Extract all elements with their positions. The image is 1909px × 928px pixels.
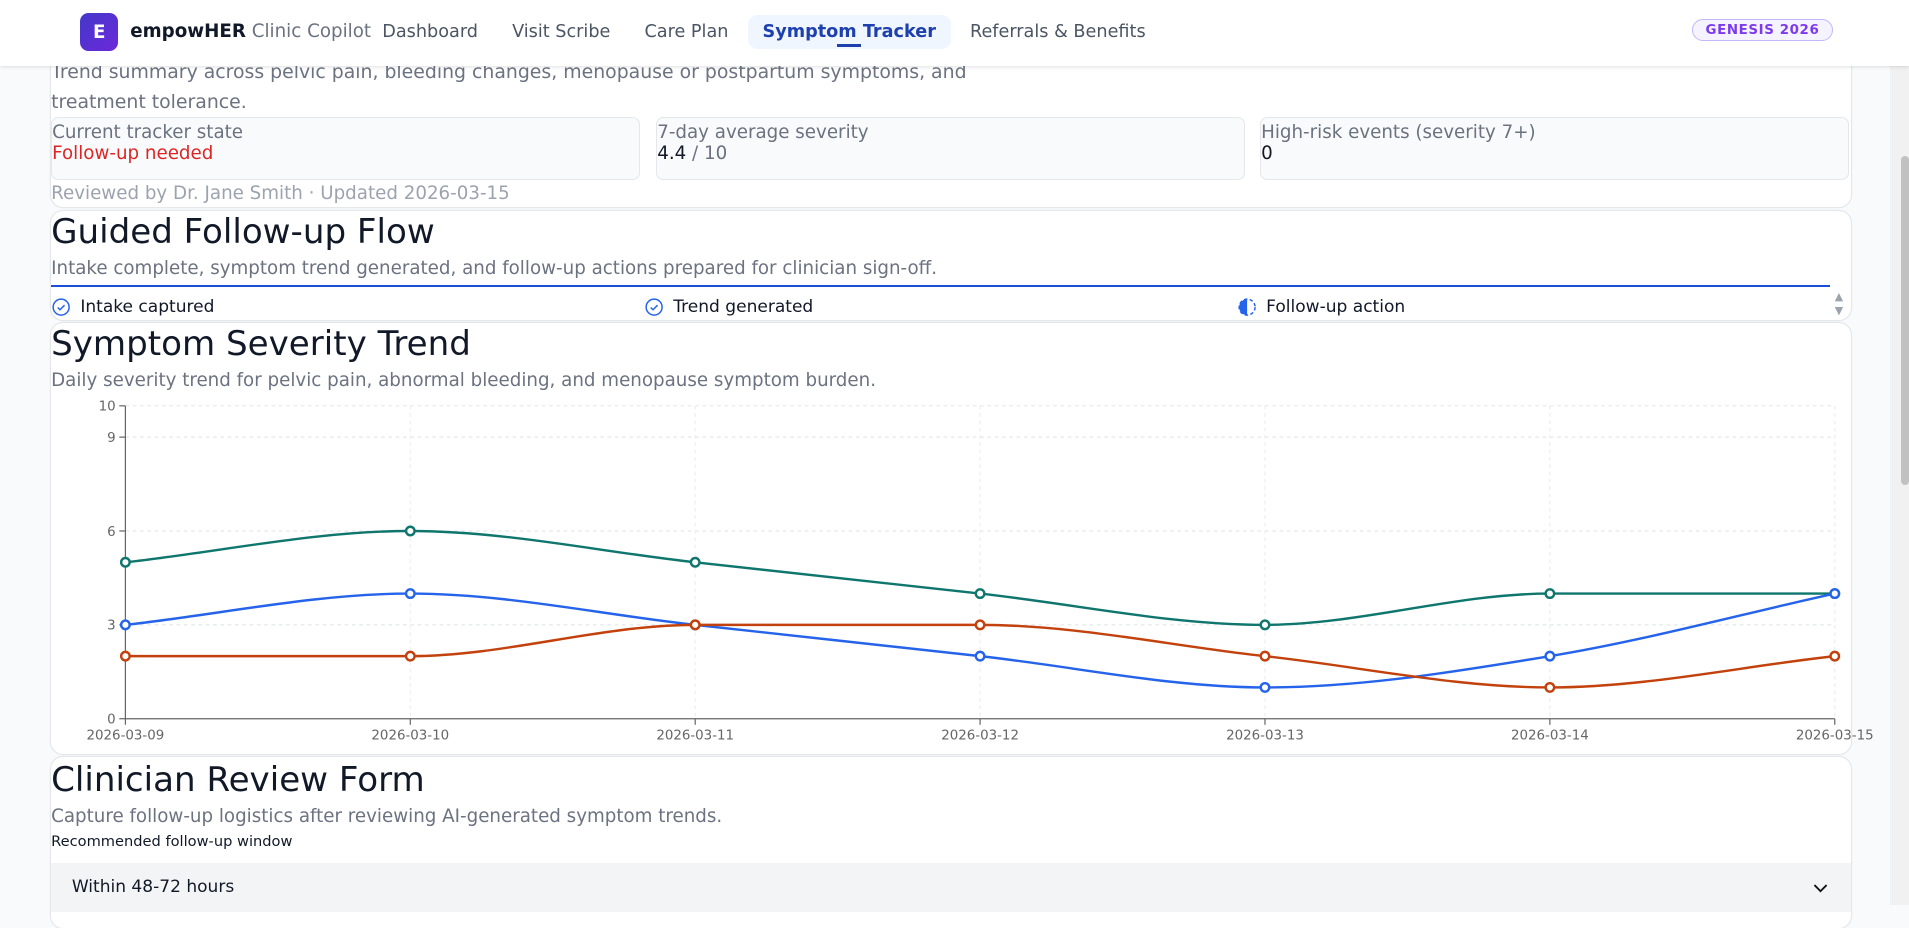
data-point bbox=[974, 587, 986, 599]
flow-card bbox=[51, 210, 1851, 321]
x-tick-label: 2026-03-10 bbox=[371, 728, 449, 743]
y-tick-label: 9 bbox=[107, 431, 116, 446]
data-point bbox=[1544, 650, 1556, 662]
scrollbar-thumb[interactable] bbox=[1900, 155, 1909, 485]
data-point bbox=[1259, 650, 1271, 662]
nav-referrals-benefits[interactable]: Referrals & Benefits bbox=[969, 21, 1146, 42]
data-point bbox=[1544, 681, 1556, 693]
reviewed-by: Reviewed by Dr. Jane Smith · Updated 202… bbox=[51, 182, 510, 204]
data-point bbox=[119, 650, 131, 662]
data-point bbox=[119, 618, 131, 630]
y-tick-label: 6 bbox=[107, 524, 116, 539]
brand: empowHER Clinic Copilot bbox=[130, 21, 371, 42]
nav-care-plan[interactable]: Care Plan bbox=[644, 21, 729, 42]
data-point bbox=[1829, 650, 1841, 662]
data-point bbox=[119, 556, 131, 568]
chevron-down-icon bbox=[1813, 884, 1827, 893]
x-tick-label: 2026-03-13 bbox=[1226, 728, 1304, 743]
logo: E bbox=[80, 13, 119, 52]
stat-value: Follow-up needed bbox=[52, 142, 214, 164]
x-tick-label: 2026-03-15 bbox=[1796, 728, 1874, 743]
stat-label: High-risk events (severity 7+) bbox=[1261, 121, 1536, 143]
step-follow-up: Follow-up action bbox=[1238, 297, 1405, 317]
nav-dashboard[interactable]: Dashboard bbox=[382, 21, 478, 42]
stat-label: 7-day average severity bbox=[657, 121, 869, 143]
check-circle-icon bbox=[645, 298, 664, 316]
x-tick-label: 2026-03-09 bbox=[87, 728, 165, 743]
x-tick-label: 2026-03-12 bbox=[941, 728, 1019, 743]
data-point bbox=[404, 525, 416, 537]
step-label: Intake captured bbox=[80, 297, 215, 318]
flow-scroll-arrows[interactable]: ▲ ▼ bbox=[1834, 289, 1844, 318]
form-subtitle: Capture follow-up logistics after review… bbox=[51, 805, 723, 827]
data-point bbox=[1544, 587, 1556, 599]
y-tick-label: 0 bbox=[107, 712, 116, 727]
stat-value: 0 bbox=[1261, 142, 1273, 164]
data-point bbox=[689, 618, 701, 630]
form-title: Clinician Review Form bbox=[51, 759, 425, 800]
x-tick-label: 2026-03-14 bbox=[1511, 728, 1589, 743]
stat-suffix: / 10 bbox=[686, 142, 728, 164]
nav-symptom-tracker[interactable]: Symptom Tracker bbox=[747, 14, 951, 50]
trend-subtitle: Daily severity trend for pelvic pain, ab… bbox=[51, 370, 876, 392]
half-circle-icon bbox=[1238, 298, 1257, 316]
stat-label: Current tracker state bbox=[52, 121, 244, 143]
check-circle-icon bbox=[52, 298, 71, 316]
severity-chart: 0 3 6 9 10 2026-03-09 2026-03-10 2026-03-11 2026… bbox=[87, 399, 1874, 743]
y-tick-label: 10 bbox=[99, 399, 116, 414]
follow-up-window-select[interactable]: Within 48-72 hours bbox=[51, 863, 1851, 912]
trend-title: Symptom Severity Trend bbox=[51, 323, 471, 364]
data-point bbox=[404, 587, 416, 599]
data-point bbox=[689, 556, 701, 568]
step-intake: Intake captured bbox=[52, 297, 214, 317]
brand-name: empowHER bbox=[130, 20, 246, 42]
data-point bbox=[974, 618, 986, 630]
y-tick-label: 3 bbox=[107, 618, 116, 633]
summary-description: Trend summary across pelvic pain, bleedi… bbox=[51, 61, 967, 113]
flow-title: Guided Follow-up Flow bbox=[51, 211, 435, 252]
x-tick-label: 2026-03-11 bbox=[656, 728, 734, 743]
step-label: Trend generated bbox=[673, 297, 814, 318]
data-point bbox=[404, 650, 416, 662]
step-label: Follow-up action bbox=[1266, 297, 1406, 318]
nav-visit-scribe[interactable]: Visit Scribe bbox=[512, 21, 611, 42]
top-nav-bar: E empowHER Clinic Copilot Dashboard Visi… bbox=[0, 0, 1909, 66]
data-point bbox=[1259, 681, 1271, 693]
follow-up-window-label: Recommended follow-up window bbox=[51, 832, 293, 850]
flow-progress-bar bbox=[51, 284, 1830, 288]
data-point bbox=[1829, 587, 1841, 599]
step-trend: Trend generated bbox=[645, 297, 813, 317]
stat-high-risk: High-risk events (severity 7+) 0 bbox=[1260, 116, 1849, 180]
stat-tracker-state: Current tracker state Follow-up needed bbox=[51, 116, 640, 180]
genesis-badge: GENESIS 2026 bbox=[1692, 19, 1833, 42]
select-value: Within 48-72 hours bbox=[71, 876, 235, 897]
stat-average-severity: 7-day average severity 4.4 / 10 bbox=[656, 116, 1246, 180]
data-point bbox=[974, 650, 986, 662]
main-nav: Dashboard Visit Scribe Care Plan Symptom… bbox=[368, 14, 1161, 50]
flow-subtitle: Intake complete, symptom trend generated… bbox=[51, 258, 938, 280]
stat-value: 4.4 bbox=[657, 142, 687, 164]
data-point bbox=[1259, 618, 1271, 630]
brand-subtitle: Clinic Copilot bbox=[251, 20, 372, 42]
